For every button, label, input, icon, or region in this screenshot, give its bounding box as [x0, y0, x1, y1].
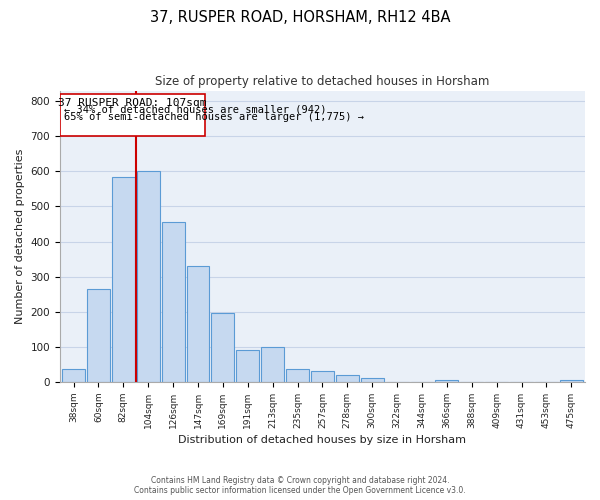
- Bar: [211, 314, 235, 382]
- Bar: [87, 289, 110, 382]
- Bar: [311, 370, 334, 382]
- Text: ← 34% of detached houses are smaller (942): ← 34% of detached houses are smaller (94…: [64, 104, 326, 115]
- Bar: [62, 368, 85, 382]
- Bar: [361, 378, 383, 382]
- Bar: [161, 222, 185, 382]
- Bar: [137, 172, 160, 382]
- X-axis label: Distribution of detached houses by size in Horsham: Distribution of detached houses by size …: [178, 435, 466, 445]
- Bar: [560, 380, 583, 382]
- Title: Size of property relative to detached houses in Horsham: Size of property relative to detached ho…: [155, 75, 490, 88]
- Bar: [336, 375, 359, 382]
- Bar: [112, 176, 135, 382]
- Text: Contains HM Land Registry data © Crown copyright and database right 2024.
Contai: Contains HM Land Registry data © Crown c…: [134, 476, 466, 495]
- Text: 37 RUSPER ROAD: 107sqm: 37 RUSPER ROAD: 107sqm: [58, 98, 207, 108]
- Text: 65% of semi-detached houses are larger (1,775) →: 65% of semi-detached houses are larger (…: [64, 112, 364, 122]
- Bar: [187, 266, 209, 382]
- Bar: [236, 350, 259, 382]
- Bar: [436, 380, 458, 382]
- Bar: [261, 347, 284, 382]
- Y-axis label: Number of detached properties: Number of detached properties: [15, 148, 25, 324]
- Bar: [286, 368, 309, 382]
- FancyBboxPatch shape: [60, 94, 205, 136]
- Text: 37, RUSPER ROAD, HORSHAM, RH12 4BA: 37, RUSPER ROAD, HORSHAM, RH12 4BA: [150, 10, 450, 25]
